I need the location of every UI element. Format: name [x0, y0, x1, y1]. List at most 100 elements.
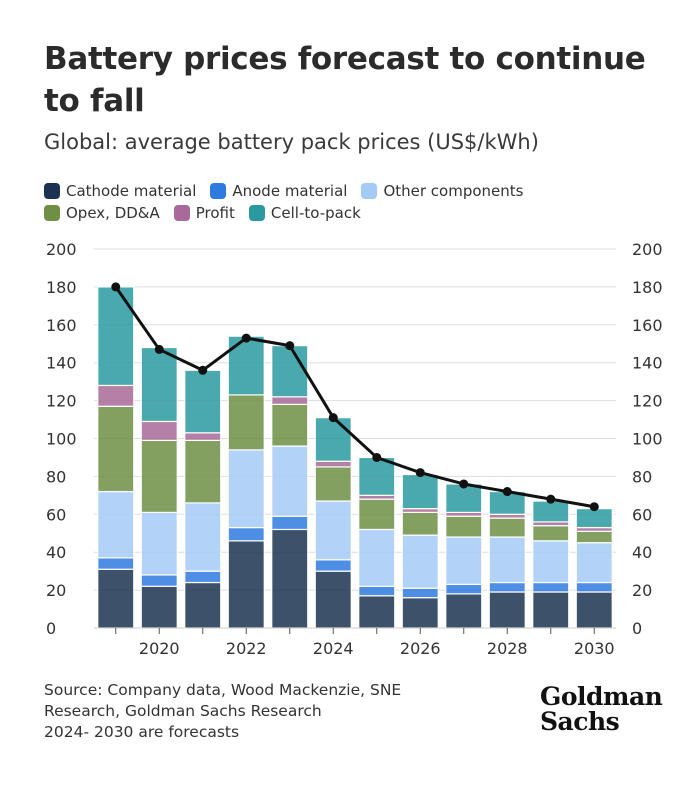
bar-other-components-2025 — [358, 528, 396, 587]
y-tick-left-140: 140 — [46, 354, 77, 373]
bar-cell-to-pack-2022 — [227, 335, 265, 396]
total-point-2030 — [589, 502, 599, 512]
bar-anode-material-2024 — [314, 559, 352, 572]
bar-cell-to-pack-2030 — [575, 508, 613, 529]
bar-cell-to-pack-2026 — [401, 473, 439, 510]
bar-anode-material-2025 — [358, 585, 396, 597]
bar-other-components-2030 — [575, 542, 613, 584]
total-point-2021 — [198, 365, 208, 375]
bar-cathode-material-2021 — [184, 581, 222, 629]
source-line-2: Research, Goldman Sachs Research — [44, 702, 322, 720]
legend-label-profit: Profit — [195, 204, 235, 222]
legend-item-cathode: Cathode material — [44, 182, 196, 200]
y-tick-right-0: 0 — [632, 619, 642, 638]
bar-cell-to-pack-2029 — [532, 500, 570, 523]
bar-cell-to-pack-2020 — [140, 346, 178, 423]
bar-opex-dd-a-2030 — [575, 530, 613, 544]
y-tick-right-80: 80 — [632, 467, 652, 486]
bar-anode-material-2030 — [575, 581, 613, 593]
total-point-2026 — [415, 468, 425, 478]
y-tick-right-200: 200 — [632, 240, 663, 259]
total-point-2028 — [502, 487, 512, 497]
total-point-2027 — [459, 479, 469, 489]
chart-title: Battery prices forecast to continue to f… — [44, 41, 646, 119]
y-tick-right-40: 40 — [632, 543, 652, 562]
bar-opex-dd-a-2027 — [445, 515, 483, 538]
bar-opex-dd-a-2021 — [184, 439, 222, 504]
bar-cell-to-pack-2019 — [97, 286, 135, 387]
logo-line-1: Goldman — [540, 682, 663, 711]
bar-cathode-material-2022 — [227, 540, 265, 629]
bar-other-components-2024 — [314, 500, 352, 561]
bar-opex-dd-a-2023 — [271, 403, 309, 447]
bar-anode-material-2021 — [184, 570, 222, 584]
legend-item-cell-to-pack: Cell-to-pack — [248, 204, 361, 222]
y-tick-left-180: 180 — [46, 278, 77, 297]
bar-other-components-2027 — [445, 536, 483, 586]
bar-profit-2020 — [140, 420, 178, 441]
legend-item-other: Other components — [361, 182, 523, 200]
legend-swatch-cell-to-pack — [248, 205, 265, 221]
bar-cathode-material-2025 — [358, 595, 396, 629]
source-line-1: Source: Company data, Wood Mackenzie, SN… — [44, 681, 402, 699]
legend-item-opex: Opex, DD&A — [44, 204, 160, 222]
y-tick-left-0: 0 — [46, 619, 56, 638]
y-tick-left-60: 60 — [46, 505, 66, 524]
x-tick-label-2028: 2028 — [487, 639, 528, 658]
chart-subtitle: Global: average battery pack prices (US$… — [44, 130, 539, 154]
logo-line-2: Sachs — [540, 707, 620, 736]
y-tick-left-100: 100 — [46, 430, 77, 449]
bar-profit-2021 — [184, 432, 222, 441]
y-tick-left-20: 20 — [46, 581, 66, 600]
y-tick-left-40: 40 — [46, 543, 66, 562]
y-tick-left-120: 120 — [46, 392, 77, 411]
legend: Cathode material Anode material Other co… — [44, 180, 664, 224]
bar-anode-material-2019 — [97, 557, 135, 570]
bar-cathode-material-2029 — [532, 591, 570, 629]
total-point-2022 — [241, 333, 251, 343]
x-tick-label-2030: 2030 — [574, 639, 615, 658]
total-point-2025 — [372, 452, 382, 462]
legend-label-other: Other components — [383, 182, 524, 200]
bar-opex-dd-a-2020 — [140, 439, 178, 514]
bar-anode-material-2028 — [488, 581, 526, 593]
y-tick-right-100: 100 — [632, 430, 663, 449]
source-note: Source: Company data, Wood Mackenzie, SN… — [44, 680, 401, 743]
legend-swatch-anode — [210, 183, 227, 199]
bar-anode-material-2023 — [271, 515, 309, 531]
bar-opex-dd-a-2019 — [97, 405, 135, 493]
legend-label-cell-to-pack: Cell-to-pack — [270, 204, 361, 222]
bar-other-components-2022 — [227, 449, 265, 529]
bar-cathode-material-2030 — [575, 591, 613, 629]
legend-row-2: Opex, DD&A Profit Cell-to-pack — [44, 202, 664, 224]
bar-other-components-2021 — [184, 502, 222, 572]
bar-opex-dd-a-2024 — [314, 466, 352, 502]
bar-cell-to-pack-2025 — [358, 456, 396, 496]
bar-other-components-2019 — [97, 490, 135, 559]
bar-anode-material-2020 — [140, 574, 178, 587]
x-tick-label-2024: 2024 — [313, 639, 354, 658]
bar-other-components-2028 — [488, 536, 526, 584]
bar-opex-dd-a-2029 — [532, 525, 570, 542]
y-tick-left-200: 200 — [46, 240, 77, 259]
y-tick-right-20: 20 — [632, 581, 652, 600]
legend-row-1: Cathode material Anode material Other co… — [44, 180, 664, 202]
bar-opex-dd-a-2022 — [227, 394, 265, 451]
legend-swatch-opex — [44, 205, 60, 221]
total-point-2023 — [285, 341, 295, 351]
bar-cathode-material-2020 — [140, 585, 178, 629]
bar-other-components-2020 — [140, 511, 178, 576]
y-tick-right-180: 180 — [632, 278, 663, 297]
y-tick-right-60: 60 — [632, 505, 652, 524]
bar-anode-material-2027 — [445, 583, 483, 595]
legend-item-anode: Anode material — [210, 182, 347, 200]
bar-other-components-2026 — [401, 534, 439, 589]
total-point-2024 — [328, 413, 338, 423]
legend-item-profit: Profit — [173, 204, 235, 222]
legend-swatch-profit — [173, 205, 190, 221]
bar-opex-dd-a-2025 — [358, 498, 396, 531]
bar-anode-material-2026 — [401, 587, 439, 599]
goldman-sachs-logo: Goldman Sachs — [540, 682, 663, 736]
legend-label-anode: Anode material — [232, 182, 348, 200]
